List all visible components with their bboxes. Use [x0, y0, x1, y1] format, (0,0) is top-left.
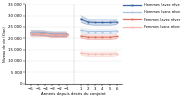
Hommes (avec réversion) [51, 34, 53, 35]
Hommes (sans réversion) [51, 34, 53, 35]
Hommes (avec réversion) [37, 32, 39, 33]
Legend: Hommes (avec réversion), Hommes (sans réversion), Femmes (avec réversion), Femme: Hommes (avec réversion), Hommes (sans ré… [123, 3, 180, 29]
Femmes (avec réversion) [51, 34, 53, 36]
Y-axis label: Niveau de vie (€/an): Niveau de vie (€/an) [3, 26, 7, 62]
Femmes (sans réversion) [51, 34, 53, 36]
Line: Femmes (avec réversion): Femmes (avec réversion) [30, 33, 67, 36]
Hommes (avec réversion) [66, 34, 68, 35]
Hommes (avec réversion) [44, 33, 46, 34]
Hommes (avec réversion) [30, 32, 32, 33]
Hommes (sans réversion) [30, 32, 32, 33]
Femmes (sans réversion) [66, 34, 68, 36]
Hommes (sans réversion) [66, 34, 68, 35]
Femmes (sans réversion) [30, 33, 32, 34]
Femmes (avec réversion) [58, 34, 60, 36]
Femmes (sans réversion) [58, 34, 60, 36]
Femmes (sans réversion) [37, 33, 39, 34]
Hommes (sans réversion) [44, 33, 46, 34]
Femmes (avec réversion) [44, 34, 46, 35]
Femmes (avec réversion) [30, 33, 32, 34]
Femmes (avec réversion) [66, 34, 68, 36]
Hommes (sans réversion) [37, 32, 39, 33]
Line: Hommes (avec réversion): Hommes (avec réversion) [30, 32, 67, 35]
X-axis label: Années depuis décès du conjoint: Années depuis décès du conjoint [41, 92, 106, 96]
Line: Hommes (sans réversion): Hommes (sans réversion) [30, 32, 67, 35]
Femmes (avec réversion) [37, 33, 39, 34]
Line: Femmes (sans réversion): Femmes (sans réversion) [30, 33, 67, 36]
Femmes (sans réversion) [44, 34, 46, 35]
Hommes (sans réversion) [58, 34, 60, 35]
Hommes (avec réversion) [58, 34, 60, 35]
